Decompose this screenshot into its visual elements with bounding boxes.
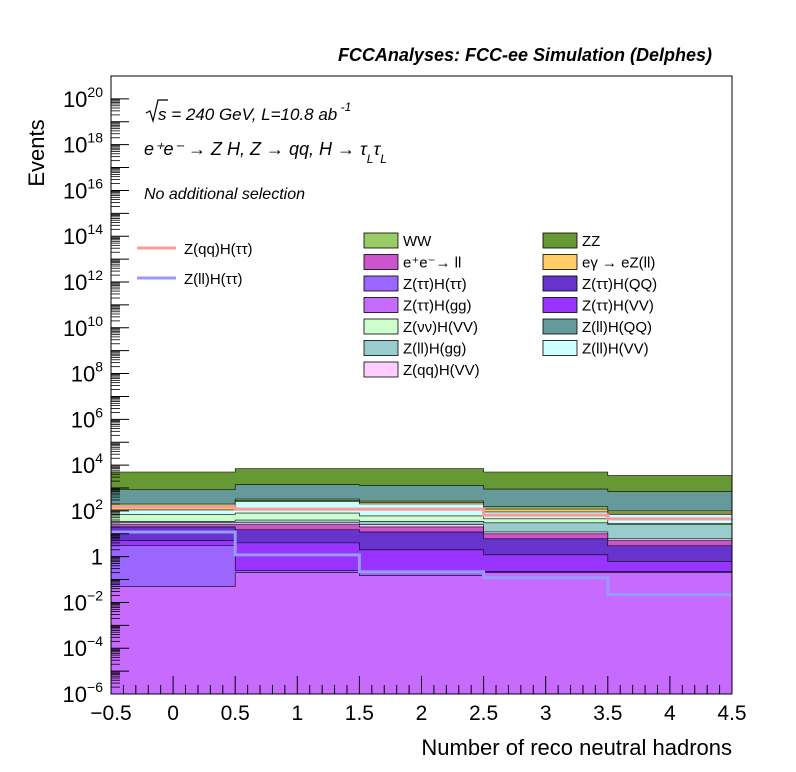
legend-label-z-h-gg: Z(ττ)H(gg) <box>403 298 472 315</box>
y-tick-label: 1018 <box>63 130 103 158</box>
x-tick-label: 0 <box>167 702 179 725</box>
legend: Z(qq)H(ττ) Z(ll)H(ττ) WW e⁺e⁻→ ll Z(ττ)H(ττ)… <box>137 232 657 379</box>
y-tick-label: 1012 <box>63 267 103 295</box>
legend-swatch-z-h-vv <box>542 297 578 313</box>
y-tick-label: 102 <box>71 496 103 524</box>
line-z-qq-h <box>111 505 732 521</box>
x-tick-label: 3.5 <box>593 702 622 725</box>
process-annotation: e⁺e⁻ → Z H, Z → qq, H → τLτL <box>144 139 387 166</box>
legend-swatch-z-ll-h-gg <box>363 340 399 356</box>
legend-label-z-qq-h-vv: Z(qq)H(VV) <box>403 362 480 379</box>
y-tick-label: 10−6 <box>63 679 104 707</box>
legend-swatch-z-qq-h-vv <box>363 361 399 378</box>
signal-lines <box>111 505 732 597</box>
legend-swatch-z-h-gg <box>363 297 399 313</box>
y-tick-label: 1 <box>91 545 103 570</box>
stacked-histograms <box>110 468 733 695</box>
x-axis-label: Number of reco neutral hadrons <box>421 735 732 760</box>
legend-swatch-z-ll-h-qq <box>542 318 578 335</box>
x-tick-label: 4.5 <box>717 702 746 725</box>
legend-label-z-h-vv: Z(νν)H(VV) <box>403 319 478 336</box>
legend-label-z-qq-h: Z(qq)H(ττ) <box>184 241 253 258</box>
legend-label-zz: ZZ <box>582 233 600 250</box>
line-z-ll-h <box>111 530 732 597</box>
x-tick-label: 2.5 <box>469 702 498 725</box>
y-tick-label: 108 <box>71 359 103 387</box>
x-tick-label: −0.5 <box>90 702 131 725</box>
y-tick-label: 1014 <box>63 221 103 249</box>
annotations: s = 240 GeV, L=10.8 ab -1 e⁺e⁻ → Z H, Z →… <box>144 99 387 203</box>
legend-label-z-h: Z(ττ)H(ττ) <box>403 276 467 293</box>
legend-label-z-ll-h-gg: Z(ll)H(gg) <box>403 341 466 358</box>
y-tick-label: 1016 <box>63 175 103 203</box>
energy-annotation: s = 240 GeV, L=10.8 ab -1 <box>158 100 351 124</box>
legend-swatch-e-e-ll <box>363 254 399 270</box>
x-tick-label: 1 <box>291 702 303 725</box>
legend-swatch-ww <box>363 232 399 249</box>
sqrt-symbol <box>145 99 168 124</box>
legend-label-e-ez-ll: eγ → eZ(ll) <box>582 255 655 272</box>
y-axis-label: Events <box>24 119 49 186</box>
y-tick-label: 104 <box>71 450 103 478</box>
axes: −0.5 0 0.5 1 1.5 2 2.5 3 3.5 4 4.5 10−6 10−4 10−2 1 102… <box>63 75 747 725</box>
legend-swatch-z-ll-h-vv <box>542 340 578 356</box>
legend-label-z-h-qq: Z(ττ)H(QQ) <box>582 276 657 293</box>
legend-label-z-ll-h: Z(ll)H(ττ) <box>184 271 243 288</box>
legend-swatch-e-ez-ll <box>542 254 578 270</box>
x-tick-label: 4 <box>664 702 676 725</box>
x-tick-label: 0.5 <box>221 702 250 725</box>
chart-title: FCCAnalyses: FCC-ee Simulation (Delphes) <box>338 45 712 65</box>
legend-label-z-ll-h-vv: Z(ll)H(VV) <box>582 341 649 358</box>
x-tick-label: 3 <box>540 702 552 725</box>
legend-swatch-zz <box>542 232 578 249</box>
legend-label-z-ll-h-qq: Z(ll)H(QQ) <box>582 319 652 336</box>
y-tick-label: 10−2 <box>63 587 104 615</box>
y-tick-label: 1010 <box>63 313 103 341</box>
x-tick-label: 1.5 <box>345 702 374 725</box>
legend-label-e-e-ll: e⁺e⁻→ ll <box>403 255 461 272</box>
legend-label-ww: WW <box>403 233 432 250</box>
x-tick-label: 2 <box>416 702 428 725</box>
y-tick-label: 1020 <box>63 84 103 112</box>
legend-label-z-h-vv: Z(ττ)H(VV) <box>582 298 654 315</box>
legend-swatch-z-h-qq <box>542 275 578 292</box>
legend-swatch-z-h-vv <box>363 318 399 335</box>
stack-z-h-gg <box>110 572 733 695</box>
y-tick-label: 106 <box>71 404 103 432</box>
y-tick-label: 10−4 <box>63 633 104 661</box>
legend-swatch-z-h <box>363 275 399 292</box>
selection-annotation: No additional selection <box>144 186 305 203</box>
